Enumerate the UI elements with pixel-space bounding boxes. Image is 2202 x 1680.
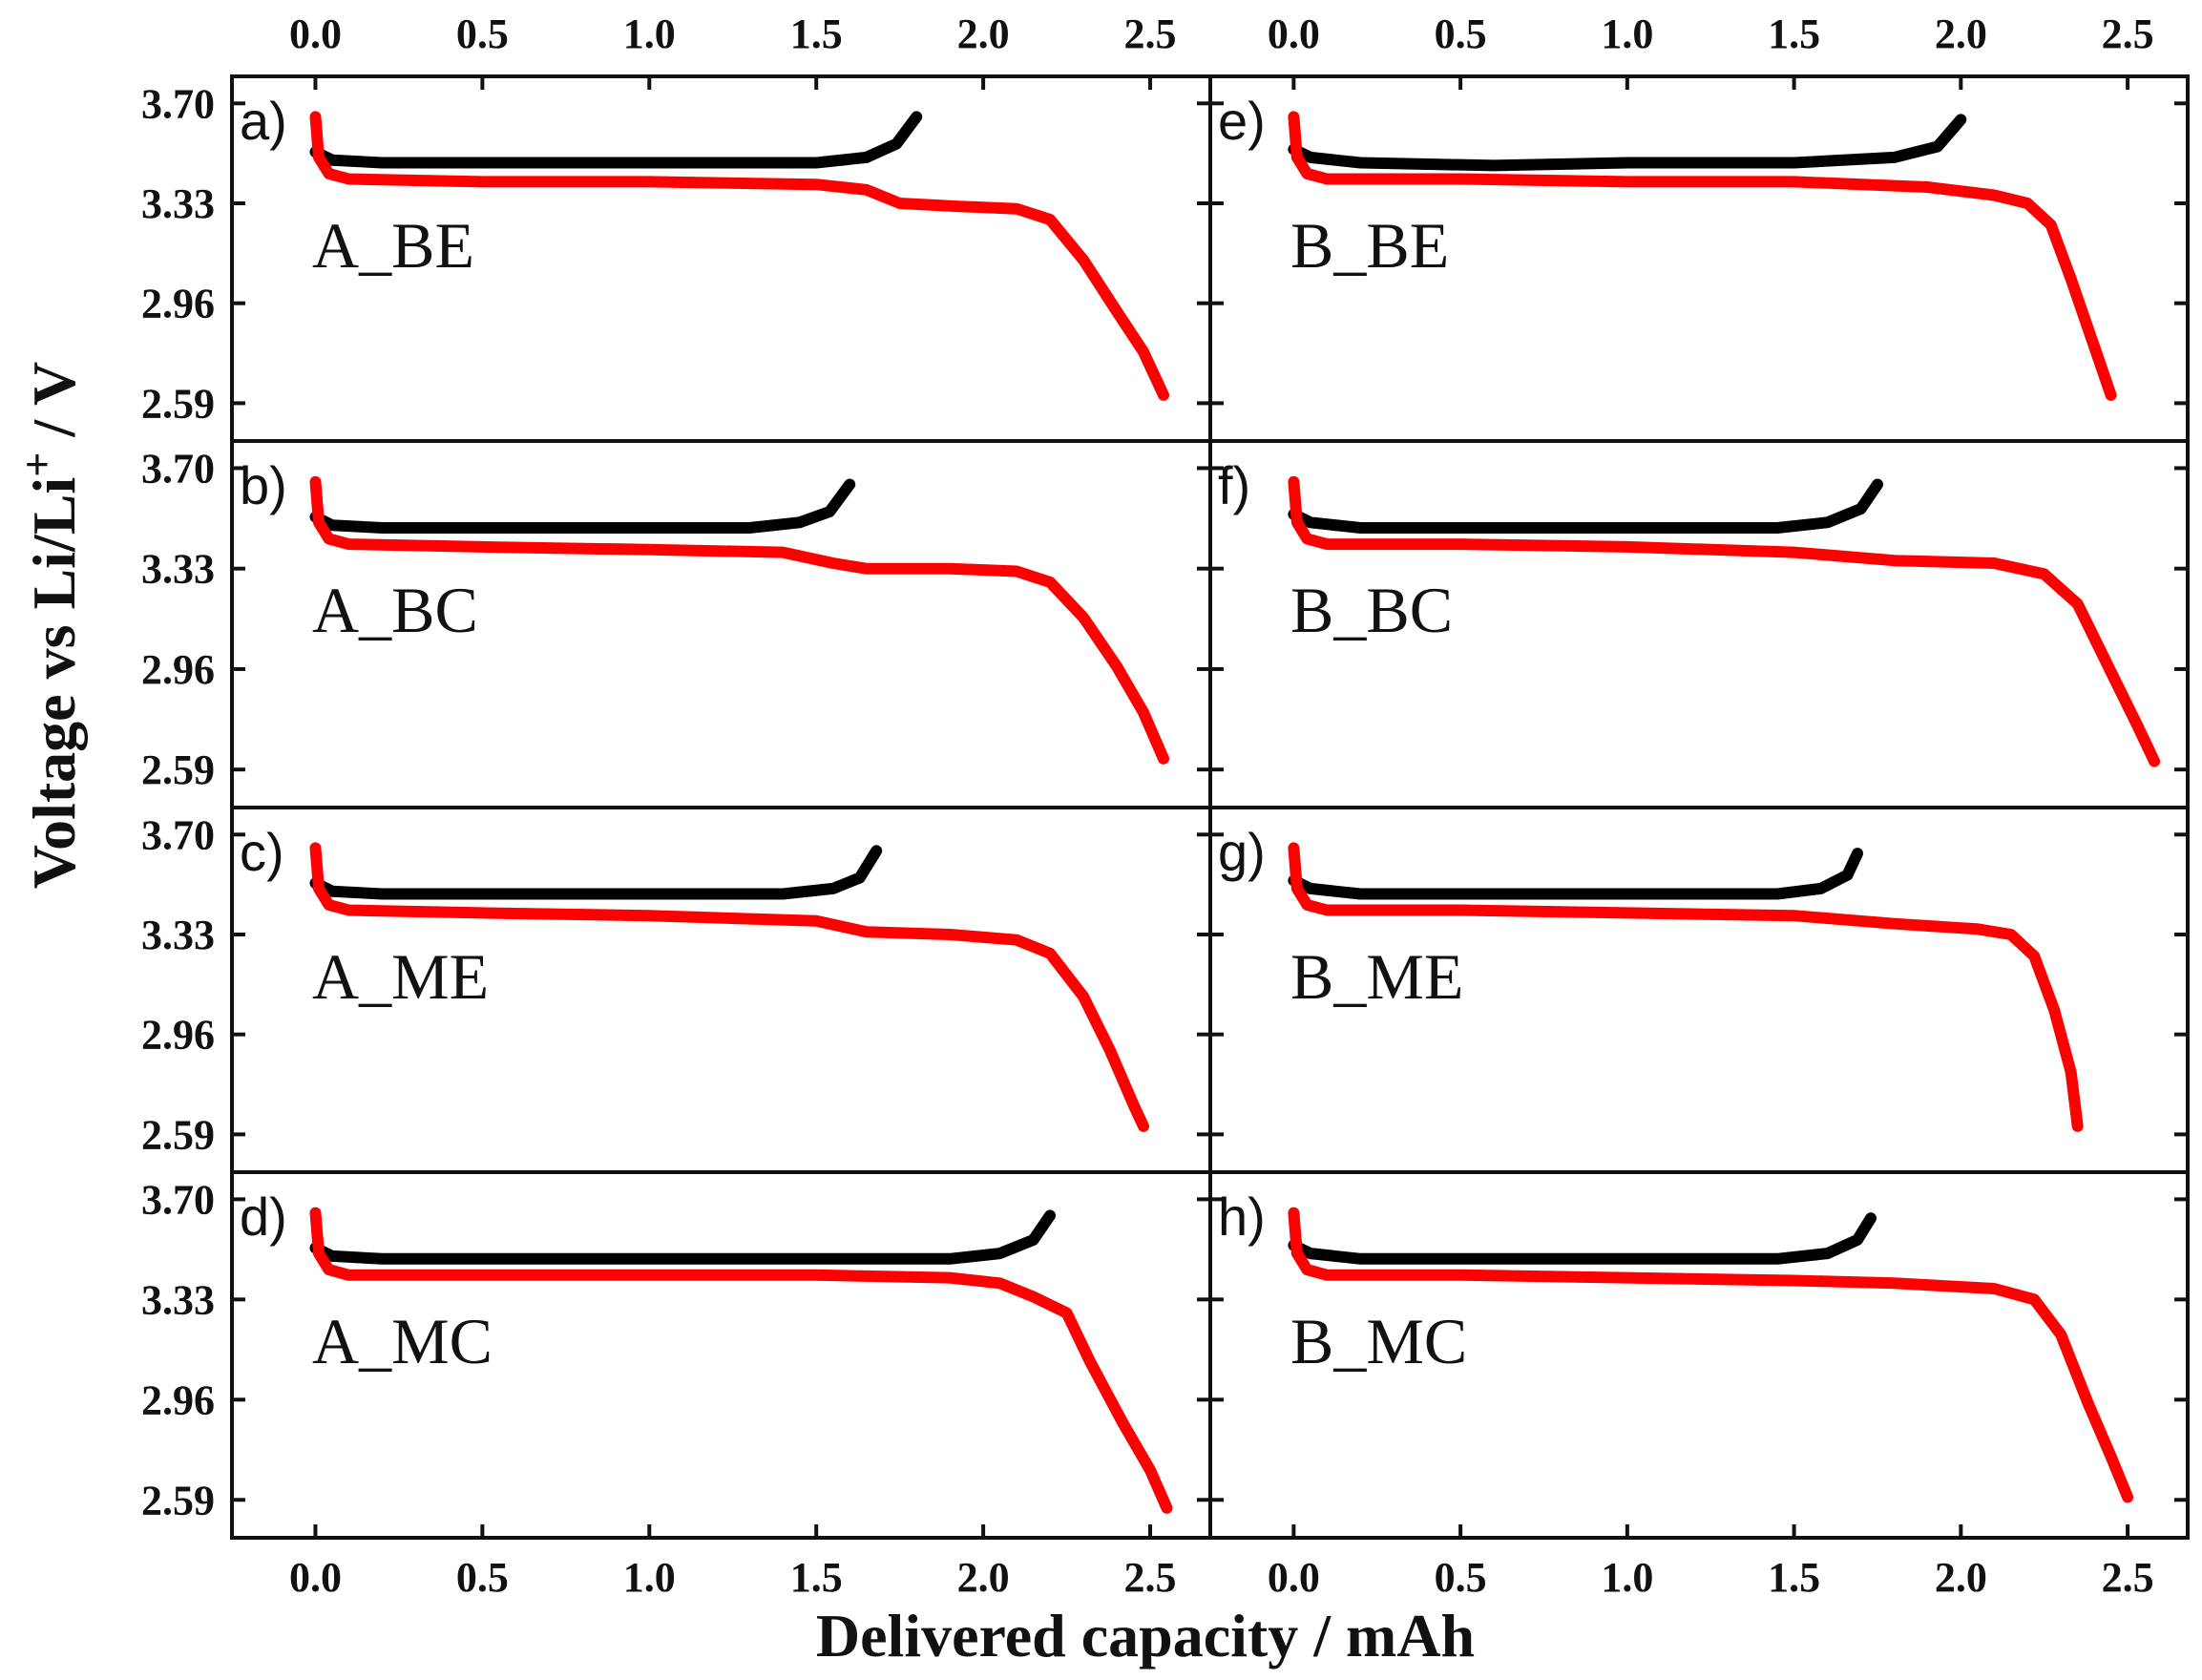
charge-curve [1288, 114, 1967, 172]
panel-letter: g) [1218, 822, 1266, 882]
x-tick-label: 0.0 [289, 1554, 342, 1601]
discharge-curve [1288, 111, 2117, 401]
panel-f: f) B_BC [1208, 439, 2190, 809]
x-tick-label-top: 2.0 [957, 10, 1010, 57]
y-tick-label: 2.96 [141, 281, 215, 327]
x-tick-label-top: 1.5 [1768, 10, 1820, 57]
x-tick-label-top: 0.5 [1435, 10, 1487, 57]
sample-label: B_ME [1290, 940, 1463, 1013]
x-tick-label: 2.0 [957, 1554, 1010, 1601]
sample-label: B_BE [1290, 209, 1449, 282]
x-tick-label: 0.5 [1435, 1554, 1487, 1601]
panel-letter: h) [1218, 1186, 1266, 1247]
x-tick-label-top: 2.5 [1124, 10, 1177, 57]
panel-frame [1208, 1170, 2190, 1540]
y-tick-label: 2.96 [141, 646, 215, 693]
x-tick-label: 2.5 [1124, 1554, 1177, 1601]
panel-c: c) A_ME [230, 806, 1212, 1174]
y-tick-label: 3.33 [141, 180, 215, 227]
charge-curve [309, 478, 856, 534]
x-tick-label-top: 1.0 [623, 10, 676, 57]
y-axis-title: Voltage vs Li/Li+ / V [12, 362, 88, 890]
x-tick-label: 1.0 [623, 1554, 676, 1601]
panel-letter: e) [1218, 91, 1266, 151]
charge-curve [1288, 1212, 1877, 1265]
x-tick-label: 0.5 [456, 1554, 509, 1601]
sample-label: A_MC [312, 1305, 493, 1377]
panel-letter: d) [240, 1186, 287, 1247]
y-tick-label: 3.33 [141, 546, 215, 593]
panel-letter: b) [240, 455, 287, 515]
y-tick-label: 2.59 [141, 746, 215, 793]
discharge-curve [1288, 475, 2161, 767]
panel-letter: a) [240, 91, 287, 151]
sample-label: A_BC [312, 574, 478, 646]
y-tick-label: 3.70 [141, 811, 215, 858]
y-axis-title-superscript: + [12, 452, 61, 477]
discharge-curve [309, 1207, 1173, 1514]
x-tick-labels-top: 0.0 0.5 1.0 1.5 2.0 2.5 0.0 0.5 1.0 1.5 2.0 2.5 [289, 10, 2154, 57]
x-tick-label-top: 2.0 [1935, 10, 1987, 57]
panel-b: b) A_BC [230, 439, 1212, 809]
y-axis-title-suffix: / V [20, 362, 88, 452]
x-tick-label: 2.0 [1935, 1554, 1987, 1601]
y-tick-label: 2.59 [141, 1111, 215, 1158]
y-tick-label: 2.59 [141, 380, 215, 427]
charge-curve [309, 1209, 1057, 1265]
x-tick-label: 0.0 [1268, 1554, 1320, 1601]
x-tick-label-top: 1.5 [790, 10, 843, 57]
panel-d: d) A_MC [230, 1170, 1212, 1540]
x-tick-label: 1.0 [1601, 1554, 1653, 1601]
charge-curve [309, 845, 883, 900]
panels-group: a) A_BE b) A_BC c) A_ME d) A_MC e) B_BE f) B_BC g) B_… [230, 74, 2190, 1540]
x-tick-label: 1.5 [790, 1554, 843, 1601]
y-tick-labels: 3.70 3.33 2.96 2.59 3.70 3.33 2.96 2.59 3.70 3.33… [141, 80, 215, 1523]
discharge-curve [309, 842, 1149, 1132]
y-tick-label: 2.96 [141, 1012, 215, 1059]
charge-curve [309, 111, 923, 169]
y-tick-label: 3.70 [141, 80, 215, 127]
panel-a: a) A_BE [230, 74, 1212, 443]
charge-curve [1288, 478, 1883, 534]
y-tick-label: 2.59 [141, 1477, 215, 1523]
y-axis-title-prefix: Voltage vs Li/Li [20, 477, 88, 889]
x-tick-label: 2.5 [2102, 1554, 2154, 1601]
y-tick-label: 3.70 [141, 445, 215, 492]
panel-letter: f) [1218, 455, 1250, 515]
x-tick-label-top: 0.5 [456, 10, 509, 57]
sample-label: B_MC [1290, 1305, 1467, 1377]
x-tick-label-top: 0.0 [1268, 10, 1320, 57]
panel-h: h) B_MC [1208, 1170, 2190, 1540]
x-tick-label-top: 2.5 [2102, 10, 2154, 57]
x-tick-label-top: 1.0 [1601, 10, 1653, 57]
sample-label: B_BC [1290, 574, 1453, 646]
panel-e: e) B_BE [1208, 74, 2190, 443]
discharge-curve [1288, 842, 2084, 1132]
sample-label: A_ME [312, 940, 489, 1013]
panel-g: g) B_ME [1208, 806, 2190, 1174]
discharge-curve [309, 475, 1169, 765]
y-tick-label: 2.96 [141, 1376, 215, 1423]
x-tick-labels-bottom: 0.0 0.5 1.0 1.5 2.0 2.5 0.0 0.5 1.0 1.5 2.0 2.5 [289, 1554, 2154, 1601]
y-tick-label: 3.33 [141, 1276, 215, 1323]
x-tick-label-top: 0.0 [289, 10, 342, 57]
panel-letter: c) [240, 822, 284, 882]
discharge-curve [309, 111, 1169, 401]
x-axis-title: Delivered capacity / mAh [816, 1602, 1475, 1670]
y-tick-label: 3.33 [141, 912, 215, 958]
y-tick-label: 3.70 [141, 1176, 215, 1223]
charge-curve [1288, 848, 1863, 900]
discharge-curve [1288, 1207, 2134, 1503]
sample-label: A_BE [312, 209, 474, 282]
x-tick-label: 1.5 [1768, 1554, 1820, 1601]
